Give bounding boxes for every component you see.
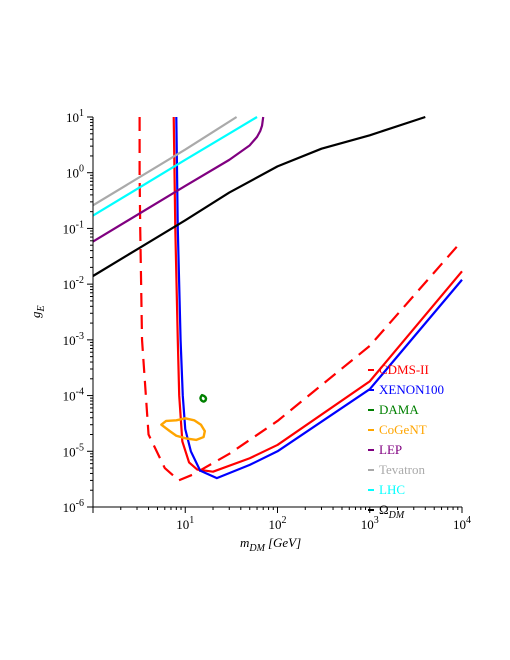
y-axis-label-main: g — [28, 311, 43, 318]
legend-label-dama: DAMA — [379, 402, 419, 417]
series-xenon100-curve — [175, 116, 463, 480]
y-tick-label: 10-6 — [63, 498, 84, 515]
y-tick-label: 10-5 — [63, 442, 84, 459]
y-axis-label: gE — [28, 305, 47, 318]
x-axis-label-sub: DM — [248, 543, 265, 554]
y-tick-label: 10-4 — [63, 387, 84, 404]
x-axis-label-main: m — [240, 535, 249, 550]
x-tick-label: 103 — [361, 515, 379, 532]
series-lep-curve — [92, 116, 265, 243]
y-tick-label: 101 — [66, 108, 84, 125]
y-axis-label-sub: E — [36, 305, 47, 312]
y-tick-label: 100 — [66, 164, 84, 181]
legend-label-xenon100: XENON100 — [379, 382, 444, 397]
y-tick-label: 10-2 — [63, 275, 84, 292]
x-axis-label-unit: [GeV] — [268, 535, 301, 550]
x-tick-label: 102 — [269, 515, 287, 532]
legend-label-cdms-ii: CDMS-II — [379, 362, 429, 377]
chart-ticks: 101 102 103 104 101 100 10-1 10-2 10-3 10-4 10-5 10… — [63, 108, 471, 532]
y-tick-label: 10-3 — [63, 331, 84, 348]
y-axis-label-group: gE — [28, 305, 47, 318]
legend-label-cogent: CoGeNT — [379, 422, 427, 437]
chart-axes — [92, 117, 462, 508]
x-axis-label: mDM [GeV] — [240, 535, 301, 554]
x-tick-label: 101 — [176, 515, 194, 532]
series-dm-curve — [92, 115, 426, 277]
legend-label-lep: LEP — [379, 442, 402, 457]
series-lhc-curve — [92, 116, 258, 217]
y-tick-label: 10-1 — [63, 219, 84, 236]
series-cdms-ii-curve — [172, 116, 463, 473]
series-cogent-curve — [160, 417, 207, 442]
legend-label-omega-dm: ΩDM — [379, 502, 405, 521]
legend-label-lhc: LHC — [379, 482, 405, 497]
series-dama-curve — [199, 393, 208, 403]
chart-legend: CDMS-II XENON100 DAMA CoGeNT LEP Tevatron LHC Ω… — [368, 362, 444, 521]
x-tick-label: 104 — [453, 515, 471, 532]
series-cdms-ii-dashed-curve — [138, 117, 463, 482]
chart-curves — [92, 115, 463, 482]
legend-label-tevatron: Tevatron — [379, 462, 426, 477]
series-tevatron-curve — [92, 116, 238, 207]
